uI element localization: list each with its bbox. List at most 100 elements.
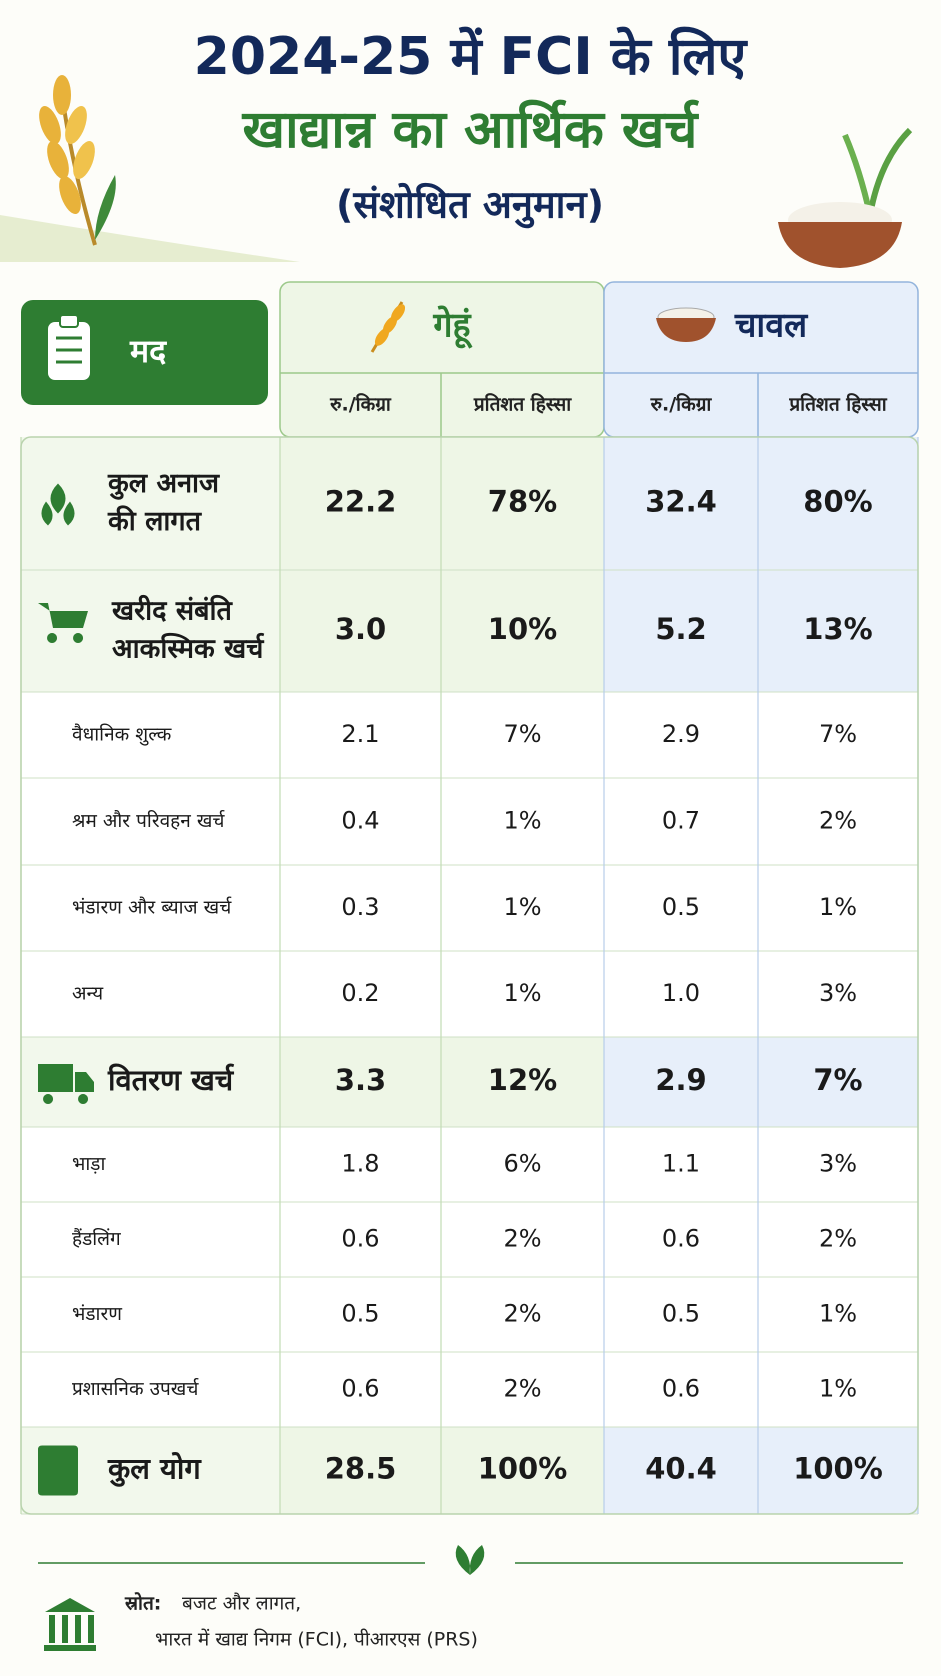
cell-value: 13%: [803, 612, 872, 646]
row-label: आकस्मिक खर्च: [112, 633, 264, 665]
cell-value: 1%: [503, 979, 541, 1007]
cell-value: 0.3: [341, 893, 379, 921]
row-label: कुल अनाज: [107, 468, 220, 500]
row-label: वैधानिक शुल्क: [72, 723, 172, 747]
label-cell: [21, 1352, 280, 1427]
cell-value: 40.4: [645, 1452, 717, 1486]
cell-value: 2%: [503, 1300, 541, 1328]
value-cell: [441, 1127, 604, 1202]
column-header: रु./किग्रा: [329, 393, 392, 416]
cost-table: मद गेहूं रु./किग्रा प्रतिशत हिस्सा चावल रु./क…: [20, 281, 919, 1515]
value-cell: [604, 1427, 758, 1514]
cell-value: 2%: [819, 1225, 857, 1253]
label-cell: [21, 778, 280, 865]
title-line-2: खाद्यान्न का आर्थिक खर्च: [242, 99, 700, 160]
row-label: वितरण खर्च: [107, 1063, 235, 1097]
rice-bowl-decoration: [778, 127, 913, 268]
label-cell: [21, 1127, 280, 1202]
value-cell: [441, 1277, 604, 1352]
value-cell: [604, 1277, 758, 1352]
source-label: स्रोत:: [124, 1592, 161, 1615]
cell-value: 0.6: [662, 1225, 700, 1253]
value-cell: [441, 437, 604, 570]
cell-value: 7%: [819, 720, 857, 748]
cell-value: 2.9: [662, 720, 700, 748]
value-cell: [280, 692, 441, 778]
value-cell: [604, 778, 758, 865]
value-cell: [280, 778, 441, 865]
row-label: भंडारण और ब्याज खर्च: [72, 896, 232, 919]
source-line: भारत में खाद्य निगम (FCI), पीआरएस (PRS): [155, 1628, 478, 1651]
value-cell: [280, 865, 441, 951]
value-cell: [604, 1127, 758, 1202]
clipboard-icon: [48, 314, 90, 380]
value-cell: [604, 1037, 758, 1127]
row-label: भाड़ा: [72, 1153, 106, 1175]
cell-value: 32.4: [645, 485, 717, 519]
cell-value: 3.0: [335, 612, 386, 646]
cell-value: 3%: [819, 979, 857, 1007]
item-header: मद: [129, 332, 167, 370]
cell-value: 22.2: [325, 485, 397, 519]
label-cell: [21, 865, 280, 951]
cell-value: 0.5: [662, 1300, 700, 1328]
value-cell: [441, 1352, 604, 1427]
cell-value: 0.4: [341, 807, 379, 835]
value-cell: [280, 951, 441, 1037]
column-header: रु./किग्रा: [650, 393, 713, 416]
title-line-1: 2024-25 में FCI के लिए: [194, 26, 749, 87]
cell-value: 0.6: [341, 1225, 379, 1253]
group-name: गेहूं: [432, 305, 472, 350]
value-cell: [758, 1037, 918, 1127]
value-cell: [280, 1037, 441, 1127]
value-cell: [441, 865, 604, 951]
cell-value: 1%: [503, 807, 541, 835]
value-cell: [758, 437, 918, 570]
row-label: कुल योग: [107, 1452, 202, 1488]
cart-icon: [38, 603, 88, 643]
cell-value: 1.1: [662, 1150, 700, 1178]
cell-value: 7%: [813, 1063, 862, 1097]
footer-divider: [38, 1545, 903, 1575]
cell-value: 0.5: [662, 893, 700, 921]
source-line: बजट और लागत,: [182, 1592, 301, 1615]
cell-value: 2%: [503, 1225, 541, 1253]
group-name: चावल: [734, 306, 809, 346]
cell-value: 0.2: [341, 979, 379, 1007]
row-label: प्रशासनिक उपखर्च: [72, 1377, 199, 1400]
value-cell: [758, 570, 918, 692]
cell-value: 3%: [819, 1150, 857, 1178]
table-border: [20, 436, 919, 1515]
cell-value: 7%: [503, 720, 541, 748]
cell-value: 0.7: [662, 807, 700, 835]
value-cell: [604, 1352, 758, 1427]
value-cell: [604, 865, 758, 951]
value-cell: [758, 951, 918, 1037]
cell-value: 10%: [488, 612, 557, 646]
value-cell: [280, 1127, 441, 1202]
cell-value: 1.0: [662, 979, 700, 1007]
leaf-icon: [41, 483, 75, 526]
value-cell: [758, 1202, 918, 1277]
value-cell: [604, 437, 758, 570]
cell-value: 6%: [503, 1150, 541, 1178]
value-cell: [758, 778, 918, 865]
value-cell: [441, 1037, 604, 1127]
value-cell: [280, 1277, 441, 1352]
cell-value: 3.3: [335, 1063, 386, 1097]
value-cell: [604, 692, 758, 778]
cell-value: 80%: [803, 485, 872, 519]
value-cell: [280, 570, 441, 692]
row-label: खरीद संबंति: [111, 595, 234, 627]
value-cell: [280, 437, 441, 570]
cell-value: 1%: [503, 893, 541, 921]
cell-value: 5.2: [655, 612, 706, 646]
clipboard-clip: [59, 314, 79, 328]
row-label: भंडारण: [72, 1303, 122, 1325]
cell-value: 0.6: [662, 1375, 700, 1403]
cell-value: 1%: [819, 893, 857, 921]
subtitle: (संशोधित अनुमान): [336, 183, 604, 229]
truck-icon: [38, 1064, 94, 1104]
